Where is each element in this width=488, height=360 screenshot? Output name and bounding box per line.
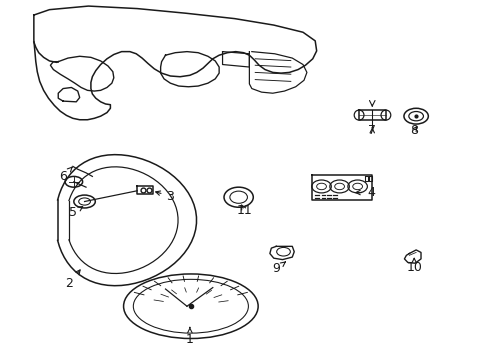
Text: 10: 10 [406,258,421,274]
Text: 7: 7 [367,124,375,137]
Text: 4: 4 [355,186,374,199]
Text: 9: 9 [272,262,285,275]
Text: 11: 11 [236,204,252,217]
Text: 5: 5 [69,207,82,220]
Text: 8: 8 [409,124,417,137]
Text: 6: 6 [59,167,72,183]
Text: 2: 2 [65,270,80,291]
Text: 3: 3 [155,190,174,203]
Text: 1: 1 [185,328,193,346]
